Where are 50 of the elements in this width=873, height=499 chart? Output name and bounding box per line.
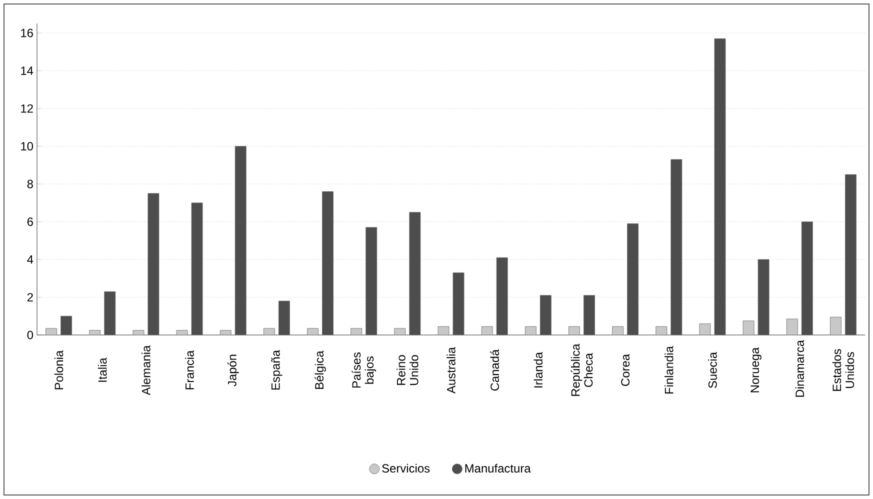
- bar: [584, 295, 595, 335]
- bar: [758, 259, 770, 335]
- x-tick-label: Reino Unido: [396, 355, 418, 385]
- bar: [845, 174, 856, 335]
- legend-label: Manufactura: [465, 464, 531, 473]
- bar: [60, 316, 72, 335]
- bar: [801, 222, 813, 335]
- bar: [234, 146, 246, 335]
- bar: [148, 193, 160, 335]
- x-tick-label: Suecia: [708, 352, 717, 388]
- bar: [366, 227, 378, 335]
- x-tick-label: Canadá: [490, 349, 500, 391]
- y-tick-label: 4: [27, 255, 34, 264]
- legend-label: Servicios: [382, 464, 430, 473]
- x-tick-label: República Checa: [570, 344, 593, 396]
- bar: [278, 300, 290, 335]
- bar: [540, 295, 552, 335]
- x-tick-label: Australia: [446, 347, 456, 394]
- bar: [714, 38, 726, 335]
- x-tick-label: Estados Unidos: [832, 349, 854, 391]
- bar: [496, 257, 508, 335]
- bar: [322, 191, 334, 335]
- x-tick-label: Países bajos: [352, 352, 376, 388]
- bar: [627, 223, 639, 335]
- x-tick-label: Corea: [621, 354, 630, 386]
- y-tick-label: 14: [21, 66, 34, 75]
- y-tick-label: 0: [27, 330, 34, 340]
- y-tick-label: 8: [27, 180, 33, 188]
- bar: [452, 272, 464, 335]
- y-tick-label: 12: [21, 104, 33, 113]
- x-tick-label: Bélgica: [314, 350, 326, 389]
- bar: [670, 159, 682, 335]
- x-tick-label: España: [271, 350, 282, 390]
- bar: [830, 316, 842, 335]
- x-tick-label: Japón: [227, 354, 239, 386]
- x-tick-label: Alemania: [142, 345, 150, 396]
- x-tick-label: Noruega: [750, 347, 762, 392]
- bar: [409, 212, 421, 335]
- y-tick-label: 6: [27, 218, 33, 226]
- x-tick-label: Dinamarca: [795, 340, 804, 397]
- y-tick-label: 10: [21, 142, 34, 150]
- x-tick-label: Francia: [185, 350, 194, 390]
- x-tick-label: Italia: [98, 358, 107, 382]
- x-tick-label: Polonia: [54, 350, 64, 390]
- bar: [191, 202, 203, 335]
- x-tick-label: Irlanda: [534, 352, 543, 388]
- y-tick-label: 16: [21, 28, 33, 38]
- bar: [104, 291, 116, 335]
- y-tick-label: 2: [27, 293, 33, 302]
- x-tick-label: Finlandia: [664, 346, 674, 394]
